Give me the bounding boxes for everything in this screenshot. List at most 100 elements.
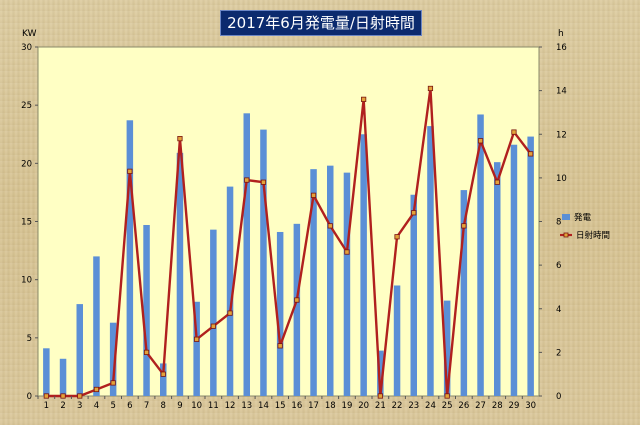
sunshine-point-day-20 (361, 96, 367, 102)
right-tick-label: 16 (556, 43, 567, 53)
sunshine-point-day-4 (93, 386, 100, 393)
right-tick-label: 12 (556, 130, 567, 140)
x-tick-label: 6 (127, 401, 132, 411)
x-tick-label: 10 (191, 401, 202, 411)
legend-swatch-power (562, 214, 570, 220)
x-tick-label: 8 (161, 401, 166, 411)
x-tick-label: 28 (492, 401, 503, 411)
sunshine-point-day-18 (327, 223, 333, 229)
bar-day-18 (327, 165, 334, 396)
left-tick-label: 5 (27, 334, 32, 344)
x-tick-label: 20 (358, 401, 369, 411)
x-tick-label: 15 (275, 401, 286, 411)
x-tick-label: 29 (509, 401, 520, 411)
bar-day-12 (226, 186, 234, 396)
right-tick-label: 2 (556, 348, 561, 358)
sunshine-point-day-19 (344, 249, 350, 255)
x-tick-label: 23 (408, 401, 419, 411)
left-tick-label: 20 (21, 159, 32, 169)
sunshine-point-day-26 (461, 223, 467, 229)
sunshine-point-day-9 (177, 136, 183, 142)
bar-day-29 (510, 144, 518, 396)
sunshine-point-day-27 (477, 138, 484, 144)
chart-title: 2017年6月発電量/日射時間 (220, 10, 422, 36)
sunshine-point-day-10 (194, 336, 200, 342)
left-tick-label: 0 (27, 392, 32, 402)
bar-day-10 (193, 301, 200, 396)
bar-day-21 (377, 350, 384, 396)
bar-day-28 (494, 162, 501, 396)
sunshine-point-day-1 (43, 393, 49, 399)
x-tick-label: 1 (44, 401, 49, 411)
left-tick-label: 25 (21, 101, 32, 111)
right-tick-label: 8 (556, 218, 561, 228)
sunshine-point-day-16 (294, 297, 300, 303)
bar-day-6 (126, 120, 134, 396)
sunshine-point-day-21 (377, 393, 383, 399)
sunshine-point-day-25 (444, 393, 450, 399)
bar-day-2 (59, 358, 67, 396)
sunshine-point-day-12 (227, 310, 233, 316)
sunshine-point-day-5 (110, 380, 116, 386)
sunshine-point-day-29 (511, 129, 517, 135)
x-tick-label: 18 (325, 401, 336, 411)
x-tick-label: 21 (375, 401, 386, 411)
bar-day-15 (276, 231, 284, 396)
x-tick-label: 27 (475, 401, 486, 411)
bar-day-11 (210, 229, 217, 396)
x-tick-label: 9 (177, 401, 182, 411)
x-tick-label: 2 (60, 401, 65, 411)
legend-label-sunshine: 日射時間 (576, 230, 610, 241)
bar-day-3 (76, 304, 83, 396)
bar-day-27 (477, 114, 484, 397)
x-tick-label: 14 (258, 401, 269, 411)
x-tick-label: 26 (458, 401, 469, 411)
sunshine-point-day-3 (77, 393, 83, 399)
bar-day-4 (93, 256, 100, 396)
bar-day-30 (527, 136, 534, 396)
bar-day-16 (293, 223, 301, 396)
x-tick-label: 17 (308, 401, 319, 411)
x-tick-label: 3 (77, 401, 82, 411)
sunshine-point-day-7 (143, 349, 150, 355)
x-tick-label: 11 (208, 401, 219, 411)
x-tick-label: 7 (144, 401, 149, 411)
x-tick-label: 25 (442, 401, 453, 411)
sunshine-point-day-28 (494, 179, 500, 185)
bar-day-17 (310, 169, 317, 396)
sunshine-point-day-15 (277, 343, 283, 349)
sunshine-point-day-11 (210, 323, 216, 329)
right-axis-unit: h (558, 29, 564, 39)
sunshine-point-day-23 (411, 210, 417, 216)
right-tick-label: 0 (556, 392, 561, 402)
sunshine-point-day-22 (394, 234, 400, 240)
left-tick-label: 10 (21, 276, 32, 286)
bar-day-7 (143, 224, 150, 396)
sunshine-point-day-13 (244, 177, 250, 183)
bar-day-22 (393, 285, 401, 396)
x-tick-label: 19 (342, 401, 353, 411)
legend-label-power: 発電 (574, 213, 592, 223)
sunshine-point-day-17 (310, 192, 317, 198)
right-tick-label: 14 (556, 87, 567, 97)
left-axis-unit: KW (22, 29, 37, 39)
bar-day-8 (160, 363, 167, 396)
bar-day-24 (427, 126, 434, 397)
right-tick-label: 4 (556, 305, 561, 315)
bar-day-13 (243, 113, 250, 396)
sunshine-point-day-24 (427, 85, 434, 92)
sunshine-point-day-6 (127, 168, 133, 174)
bar-day-14 (260, 129, 267, 396)
sunshine-point-day-8 (160, 371, 166, 377)
sunshine-point-day-14 (260, 179, 267, 185)
x-tick-label: 13 (241, 401, 252, 411)
right-tick-label: 6 (556, 261, 561, 271)
x-tick-label: 4 (94, 401, 99, 411)
x-tick-label: 22 (392, 401, 403, 411)
left-tick-label: 30 (21, 43, 32, 53)
bar-day-25 (443, 300, 451, 396)
bar-day-5 (109, 322, 117, 396)
bar-day-1 (43, 348, 50, 396)
